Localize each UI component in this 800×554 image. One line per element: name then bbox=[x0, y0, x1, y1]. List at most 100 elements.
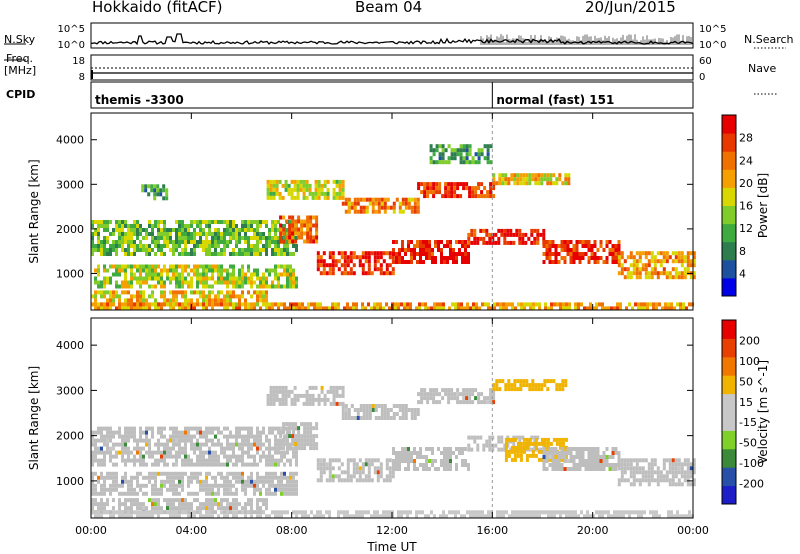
colorbar-tick-label: 28 bbox=[739, 132, 753, 145]
echo-cell bbox=[226, 284, 229, 289]
echo-cell bbox=[392, 447, 395, 451]
echo-cell bbox=[543, 437, 547, 442]
echo-cell bbox=[208, 268, 211, 273]
echo-cell bbox=[244, 510, 247, 515]
echo-cell bbox=[686, 470, 690, 475]
echo-cell bbox=[147, 192, 151, 197]
echo-cell bbox=[166, 302, 169, 307]
echo-cell bbox=[544, 306, 547, 311]
echo-cell bbox=[477, 148, 481, 153]
echo-cell bbox=[303, 231, 307, 236]
x-tick-label: 12:00 bbox=[376, 524, 408, 537]
echo-cell bbox=[507, 379, 511, 384]
echo-cell bbox=[169, 454, 172, 459]
echo-cell bbox=[148, 248, 151, 252]
echo-cell bbox=[513, 453, 517, 458]
echo-cell bbox=[584, 447, 588, 451]
echo-cell bbox=[91, 487, 94, 492]
echo-cell bbox=[329, 401, 333, 406]
echo-cell bbox=[641, 474, 645, 479]
echo-cell bbox=[280, 483, 283, 488]
echo-cell bbox=[413, 408, 417, 412]
echo-cell bbox=[226, 224, 229, 228]
echo-cell bbox=[268, 491, 271, 496]
echo-cell bbox=[647, 271, 651, 276]
echo-cell bbox=[118, 294, 121, 299]
echo-cell bbox=[274, 450, 277, 455]
echo-cell bbox=[223, 462, 226, 467]
echo-cell bbox=[572, 467, 576, 471]
echo-cell bbox=[467, 260, 470, 264]
echo-cell bbox=[376, 255, 380, 260]
echo-cell bbox=[578, 455, 582, 459]
echo-cell bbox=[274, 302, 277, 307]
echo-cell bbox=[595, 306, 598, 311]
echo-cell bbox=[226, 475, 229, 480]
echo-cell bbox=[244, 426, 247, 431]
echo-cell bbox=[322, 458, 326, 463]
echo-cell bbox=[500, 435, 504, 440]
echo-cell bbox=[94, 232, 97, 236]
echo-cell bbox=[157, 236, 160, 240]
echo-cell bbox=[160, 294, 163, 299]
echo-cell bbox=[268, 302, 271, 307]
echo-cell bbox=[497, 447, 501, 452]
echo-cell bbox=[572, 455, 576, 459]
echo-cell bbox=[277, 272, 280, 277]
echo-cell bbox=[502, 514, 505, 519]
echo-cell bbox=[335, 401, 339, 406]
echo-cell bbox=[308, 393, 312, 398]
echo-cell bbox=[118, 224, 121, 228]
echo-cell bbox=[362, 412, 366, 416]
echo-cell bbox=[157, 430, 160, 435]
echo-cell bbox=[466, 510, 469, 515]
echo-cell bbox=[379, 466, 383, 471]
echo-cell bbox=[169, 276, 172, 281]
echo-cell bbox=[97, 272, 100, 277]
echo-cell bbox=[106, 442, 109, 447]
echo-cell bbox=[292, 306, 295, 311]
echo-cell bbox=[103, 294, 106, 299]
echo-cell bbox=[583, 306, 586, 311]
echo-cell bbox=[531, 177, 535, 182]
echo-cell bbox=[271, 248, 274, 252]
echo-cell bbox=[232, 514, 235, 519]
echo-cell bbox=[443, 455, 446, 459]
echo-cell bbox=[459, 400, 463, 405]
echo-cell bbox=[465, 400, 469, 405]
echo-cell bbox=[160, 252, 163, 256]
echo-cell bbox=[680, 263, 684, 268]
echo-cell bbox=[175, 272, 178, 277]
echo-cell bbox=[590, 459, 594, 463]
echo-cell bbox=[536, 236, 540, 241]
echo-cell bbox=[91, 294, 94, 299]
echo-cell bbox=[175, 236, 178, 240]
echo-cell bbox=[392, 205, 396, 210]
echo-cell bbox=[617, 263, 621, 268]
echo-cell bbox=[172, 228, 175, 232]
echo-cell bbox=[253, 272, 256, 277]
nave-label: Nave bbox=[748, 62, 777, 75]
echo-cell bbox=[688, 302, 691, 307]
echo-cell bbox=[526, 514, 529, 519]
echo-cell bbox=[172, 454, 175, 459]
echo-cell bbox=[677, 251, 681, 256]
echo-cell bbox=[160, 220, 163, 224]
echo-cell bbox=[229, 506, 232, 511]
echo-cell bbox=[187, 272, 190, 277]
echo-cell bbox=[376, 470, 380, 475]
echo-cell bbox=[632, 267, 636, 272]
echo-cell bbox=[686, 482, 690, 487]
echo-cell bbox=[566, 240, 570, 244]
echo-cell bbox=[293, 195, 297, 200]
echo-cell bbox=[431, 463, 434, 467]
echo-cell bbox=[555, 177, 559, 182]
echo-cell bbox=[587, 244, 591, 248]
echo-cell bbox=[644, 251, 648, 256]
echo-cell bbox=[157, 240, 160, 244]
echo-cell bbox=[638, 466, 642, 471]
echo-cell bbox=[250, 280, 253, 285]
echo-cell bbox=[379, 251, 383, 256]
echo-cell bbox=[498, 379, 502, 384]
echo-cell bbox=[256, 294, 259, 299]
